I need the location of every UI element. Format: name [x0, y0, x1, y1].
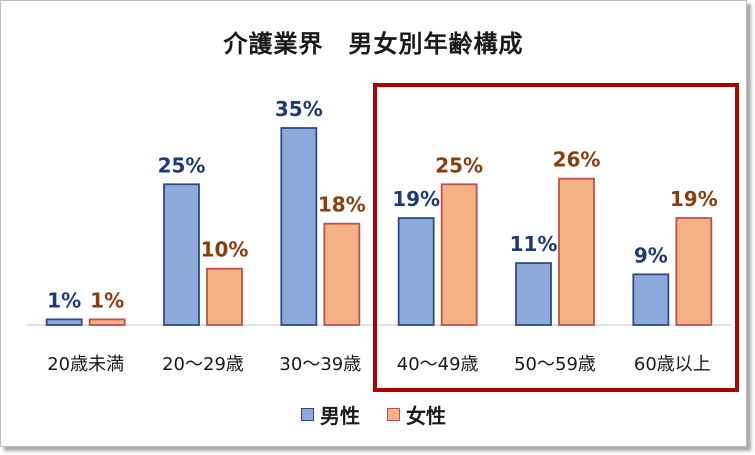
category-label: 60歳以上	[634, 354, 711, 375]
legend-label-female: 女性	[405, 404, 446, 428]
bar-male	[632, 273, 670, 326]
data-label-male: 1%	[47, 288, 81, 312]
bar-female	[675, 217, 713, 326]
data-label-female: 10%	[201, 238, 249, 262]
category-label: 20～29歳	[162, 354, 244, 375]
legend-item-female: 女性	[386, 400, 446, 429]
bar-male	[280, 127, 318, 326]
data-label-male: 19%	[392, 187, 440, 211]
legend-label-male: 男性	[320, 404, 361, 428]
data-label-male: 25%	[158, 153, 206, 177]
data-label-female: 19%	[670, 187, 718, 211]
category-label: 30～39歳	[279, 354, 361, 375]
category-label: 50～59歳	[514, 354, 596, 375]
data-label-male: 11%	[510, 232, 558, 256]
bar-female	[323, 222, 361, 326]
bar-male	[515, 262, 552, 326]
data-label-female: 25%	[435, 153, 483, 177]
data-label-male: 35%	[275, 97, 323, 121]
bar-female	[440, 183, 478, 326]
category-label: 40～49歳	[397, 354, 479, 375]
data-label-male: 9%	[634, 243, 668, 267]
bar-female	[558, 177, 595, 326]
data-label-female: 18%	[318, 193, 366, 217]
bar-male	[163, 183, 200, 326]
chart-legend: 男性 女性	[0, 400, 747, 429]
bar-male	[45, 318, 83, 326]
bar-female	[206, 267, 243, 326]
legend-item-male: 男性	[301, 400, 360, 429]
legend-swatch-male	[301, 408, 315, 421]
bar-male	[397, 217, 435, 326]
highlight-box	[373, 83, 739, 392]
legend-swatch-female	[386, 408, 400, 421]
bar-female	[88, 318, 126, 326]
data-label-female: 1%	[90, 288, 124, 312]
data-label-female: 26%	[553, 148, 601, 172]
category-label: 20歳未満	[47, 354, 124, 375]
chart-title: 介護業界 男女別年齢構成	[223, 30, 524, 58]
